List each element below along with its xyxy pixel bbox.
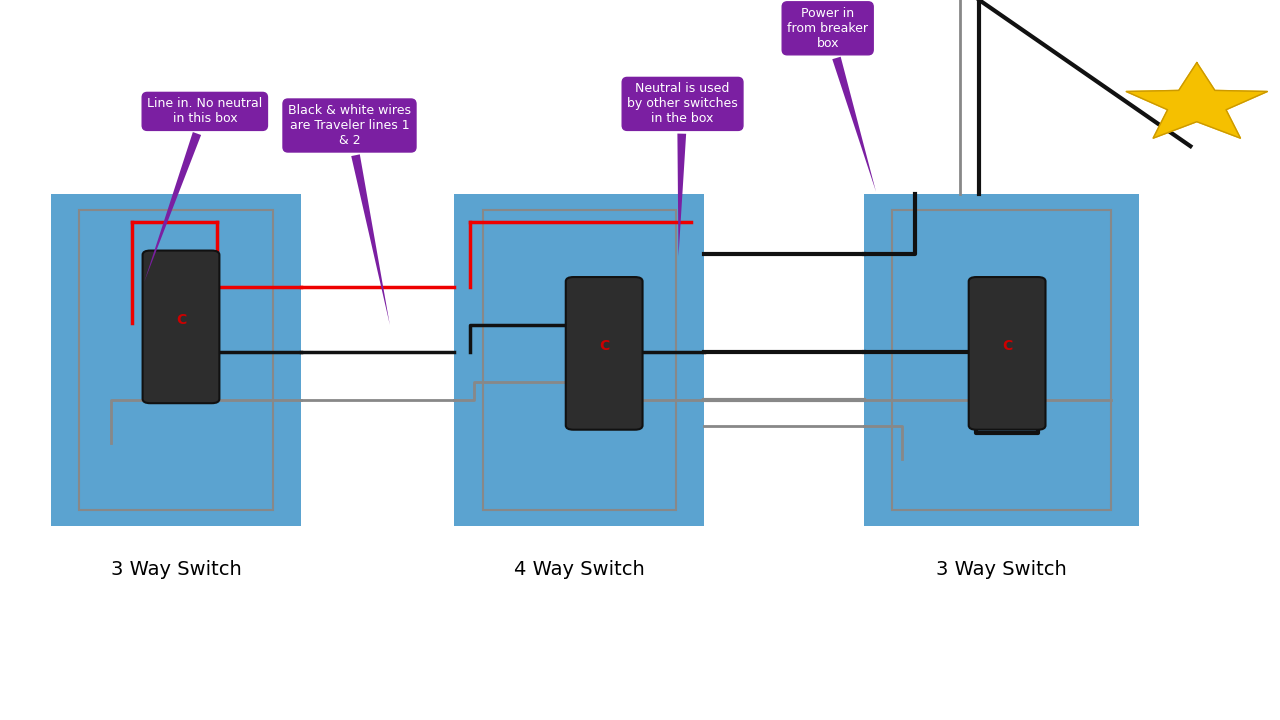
FancyBboxPatch shape — [142, 251, 219, 403]
FancyBboxPatch shape — [454, 194, 704, 526]
Text: Neutral is used
by other switches
in the box: Neutral is used by other switches in the… — [627, 82, 739, 256]
Text: 4 Way Switch: 4 Way Switch — [513, 560, 645, 579]
FancyBboxPatch shape — [51, 194, 301, 526]
FancyBboxPatch shape — [969, 277, 1046, 430]
Text: Power in
from breaker
box: Power in from breaker box — [787, 6, 876, 192]
Text: 3 Way Switch: 3 Way Switch — [936, 560, 1068, 579]
Text: C: C — [175, 312, 186, 327]
Text: C: C — [1002, 339, 1012, 354]
Text: 3 Way Switch: 3 Way Switch — [110, 560, 242, 579]
Text: Line in. No neutral
in this box: Line in. No neutral in this box — [145, 97, 262, 282]
FancyBboxPatch shape — [566, 277, 643, 430]
Polygon shape — [1126, 63, 1267, 138]
FancyBboxPatch shape — [864, 194, 1139, 526]
Text: C: C — [599, 339, 609, 354]
Text: Black & white wires
are Traveler lines 1
& 2: Black & white wires are Traveler lines 1… — [288, 104, 411, 325]
